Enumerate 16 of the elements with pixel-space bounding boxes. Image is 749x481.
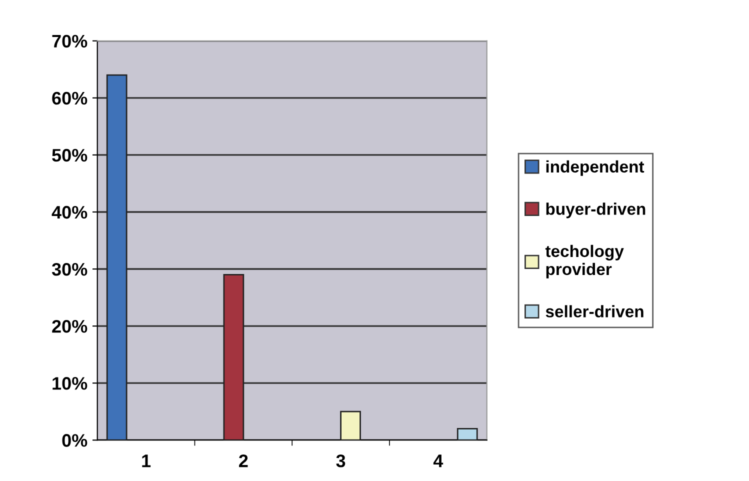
x-tick-label: 1 — [142, 454, 151, 468]
legend-label: seller-driven — [546, 305, 644, 318]
legend-label: independent — [546, 160, 644, 176]
y-tick-label: 30% — [52, 262, 88, 276]
x-tick-label: 4 — [433, 454, 444, 468]
x-tick-label: 3 — [336, 454, 346, 468]
y-tick-label: 10% — [52, 377, 88, 390]
legend-label: buyer-driven — [546, 202, 646, 218]
legend-label: techology provider — [545, 244, 624, 278]
y-tick-label: 20% — [52, 320, 88, 333]
y-tick-label: 70% — [52, 34, 88, 48]
y-tick-label: 60% — [52, 92, 88, 105]
y-tick-label: 50% — [52, 148, 88, 162]
x-tick-label: 2 — [239, 454, 248, 468]
y-tick-label: 40% — [52, 206, 88, 219]
y-tick-label: 0% — [62, 434, 88, 447]
